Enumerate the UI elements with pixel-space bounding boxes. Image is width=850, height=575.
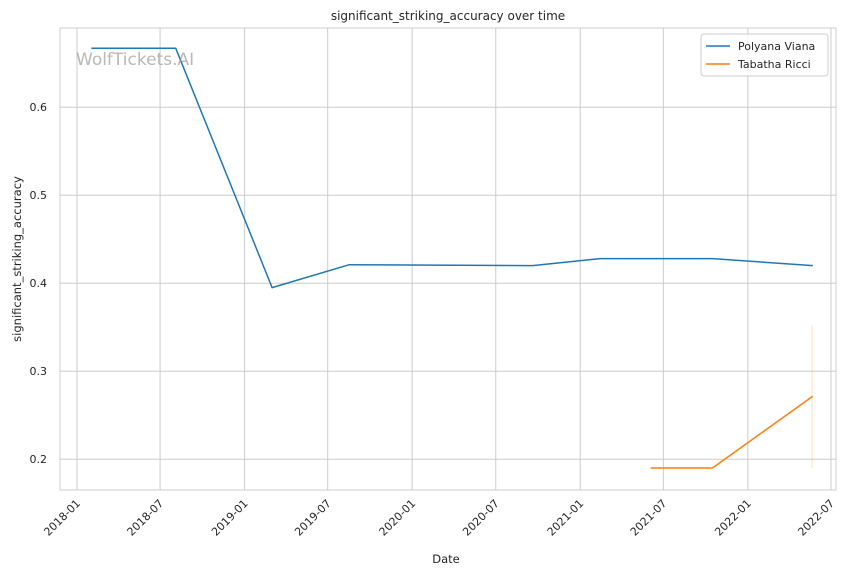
x-tick-label: 2020-07 [460, 497, 502, 539]
series-line-tabatha-ricci [650, 395, 814, 469]
x-tick-label: 2018-01 [41, 497, 83, 539]
y-tick-label: 0.2 [30, 453, 48, 466]
chart-title: significant_striking_accuracy over time [331, 9, 565, 23]
watermark: WolfTickets.AI [76, 50, 194, 70]
x-tick-label: 2019-07 [292, 497, 334, 539]
x-axis-title: Date [432, 552, 460, 566]
x-tick-label: 2021-07 [628, 497, 670, 539]
legend: Polyana Viana Tabatha Ricci [700, 33, 829, 77]
y-axis-ticks: 0.2 0.3 0.4 0.5 0.6 [30, 101, 48, 466]
grid-lines [60, 28, 836, 490]
legend-label-tabatha-ricci: Tabatha Ricci [737, 58, 811, 71]
y-tick-label: 0.6 [30, 101, 48, 114]
legend-label-polyana-viana: Polyana Viana [738, 40, 815, 53]
x-tick-label: 2018-07 [125, 497, 167, 539]
y-tick-label: 0.3 [30, 365, 48, 378]
y-axis-title: significant_striking_accuracy [10, 176, 24, 342]
x-tick-label: 2021-01 [545, 497, 587, 539]
plot-frame [59, 27, 837, 491]
legend-box [700, 33, 829, 77]
y-tick-label: 0.5 [30, 189, 48, 202]
y-tick-label: 0.4 [30, 277, 48, 290]
x-tick-label: 2020-01 [377, 497, 419, 539]
x-tick-label: 2019-01 [209, 497, 251, 539]
series-lines [91, 47, 814, 469]
x-tick-label: 2022-07 [795, 497, 837, 539]
series-line-polyana-viana [91, 47, 813, 289]
x-axis-ticks: 2018-01 2018-07 2019-01 2019-07 2020-01 2020-… [41, 497, 837, 539]
x-tick-label: 2022-01 [712, 497, 754, 539]
